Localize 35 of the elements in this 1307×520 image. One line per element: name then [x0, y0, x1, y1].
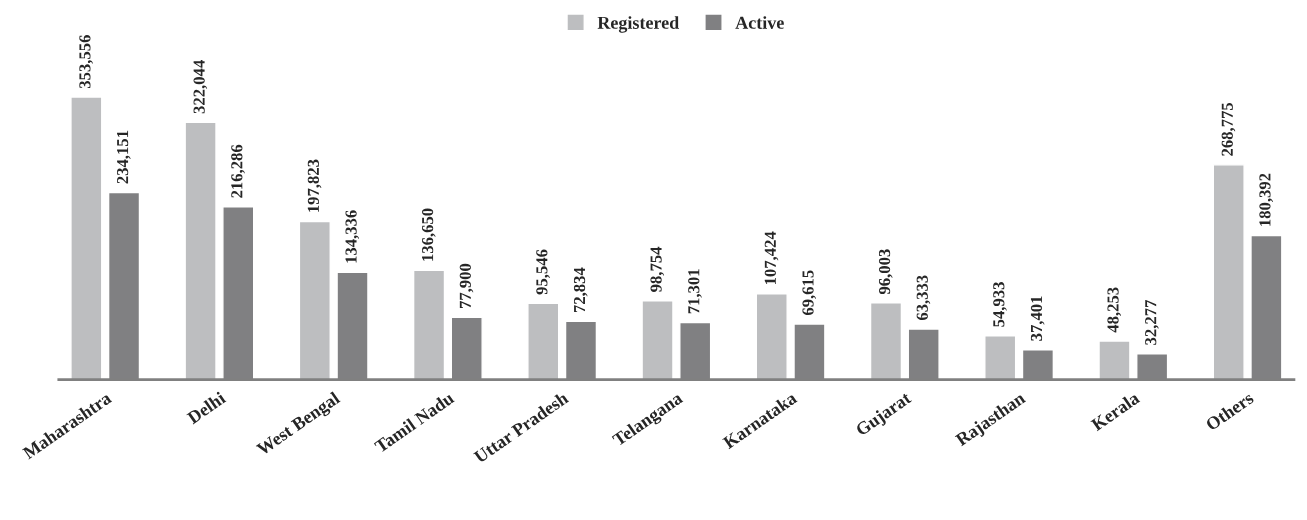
- data-label: 353,556: [79, 35, 93, 89]
- data-label: 71,301: [688, 269, 702, 314]
- bar: [869, 302, 903, 380]
- data-label: 63,333: [916, 275, 931, 321]
- data-label: 72,834: [573, 267, 588, 313]
- data-label: 98,754: [650, 246, 665, 292]
- data-label: 136,650: [421, 208, 436, 261]
- data-label: 180,392: [1259, 173, 1273, 226]
- bar: [984, 335, 1017, 380]
- data-label: 322,044: [193, 60, 208, 114]
- bar: [1098, 340, 1131, 380]
- data-label: 37,401: [1030, 296, 1045, 341]
- bar: [298, 220, 331, 380]
- data-label: 32,277: [1145, 300, 1159, 345]
- data-label: 268,775: [1221, 102, 1236, 156]
- bar: [641, 299, 674, 380]
- data-label: 69,615: [802, 270, 817, 316]
- data-label: 54,933: [993, 282, 1007, 327]
- data-label: 96,003: [878, 249, 893, 295]
- data-label: 95,546: [536, 249, 550, 295]
- bar: [70, 96, 103, 380]
- data-label: 107,424: [764, 231, 779, 285]
- legend-label: Registered: [597, 16, 680, 33]
- bar: [755, 293, 788, 380]
- data-label: 197,823: [307, 159, 322, 212]
- data-label: 48,253: [1107, 287, 1122, 333]
- bar: [412, 269, 446, 380]
- data-label: 234,151: [117, 130, 131, 184]
- data-label: 216,286: [231, 144, 245, 198]
- bar: [527, 302, 560, 380]
- bar: [1212, 164, 1245, 380]
- bar: [184, 121, 217, 380]
- legend-label: Active: [735, 16, 784, 29]
- data-label: 134,336: [345, 210, 360, 263]
- data-label: 77,900: [459, 263, 474, 309]
